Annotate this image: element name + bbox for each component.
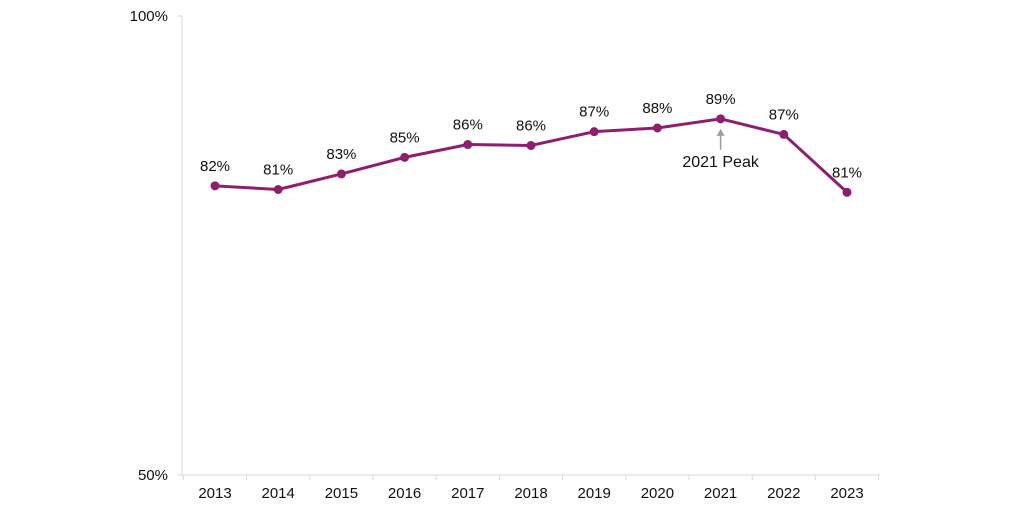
x-tick-label: 2014: [262, 485, 295, 502]
data-point: [210, 181, 220, 191]
annotation-arrow-head: [716, 128, 725, 136]
x-axis-ticks: 2013 2014 2015 2016 2017 2018 2019 2020 2021 2022…: [198, 485, 863, 502]
x-tick-label: 2022: [767, 485, 800, 502]
data-label: 83%: [326, 146, 356, 163]
y-tick-label: 100%: [130, 8, 168, 25]
x-tick-label: 2023: [830, 485, 863, 502]
data-label: 88%: [642, 100, 672, 117]
x-tick-label: 2021: [704, 485, 737, 502]
data-label: 89%: [706, 91, 736, 108]
data-point: [779, 129, 789, 139]
y-axis-ticks: 50% 100%: [130, 8, 168, 484]
y-tick-label: 50%: [138, 467, 168, 484]
data-label: 86%: [453, 117, 483, 134]
x-tick-label: 2019: [578, 485, 611, 502]
data-label: 85%: [390, 129, 420, 146]
x-tick-label: 2015: [325, 485, 358, 502]
series-layer: 82% 81% 83% 85% 86% 86% 87% 88% 89% 87% 81%: [200, 91, 862, 197]
data-label: 81%: [263, 162, 293, 179]
x-tick-label: 2017: [451, 485, 484, 502]
data-point: [526, 140, 536, 150]
data-label: 86%: [516, 117, 546, 134]
annotation-layer: 2021 Peak: [682, 128, 760, 171]
data-point: [716, 114, 726, 124]
data-point: [463, 140, 473, 150]
data-point: [273, 185, 283, 195]
x-tick-label: 2013: [198, 485, 231, 502]
data-label: 81%: [832, 164, 862, 181]
data-point: [652, 123, 662, 133]
data-label: 82%: [200, 158, 230, 175]
data-point: [589, 127, 599, 137]
data-label: 87%: [769, 106, 799, 123]
x-tick-label: 2016: [388, 485, 421, 502]
x-tick-label: 2020: [641, 485, 674, 502]
data-point: [400, 152, 410, 162]
x-tick-label: 2018: [514, 485, 547, 502]
data-label: 87%: [579, 104, 609, 121]
data-point: [336, 169, 346, 179]
axes: [177, 15, 880, 480]
data-point: [842, 187, 852, 197]
annotation-label: 2021 Peak: [682, 154, 760, 171]
